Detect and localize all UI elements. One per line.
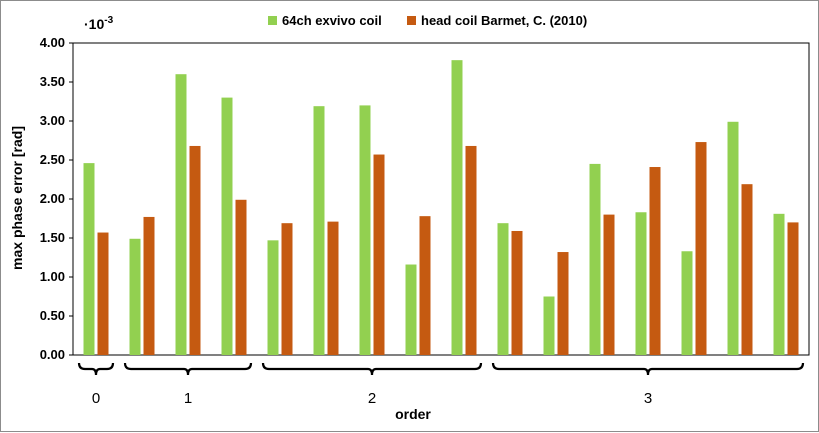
- y-tick-label: 2.00: [40, 191, 65, 206]
- bar-head-coil: [511, 230, 523, 355]
- group-label: 3: [644, 390, 652, 407]
- group-brace: [491, 362, 805, 376]
- bar-exvivo: [175, 74, 187, 355]
- bar-exvivo: [83, 163, 95, 355]
- y-tick-label: 0.00: [40, 347, 65, 362]
- bar-exvivo: [451, 60, 463, 355]
- y-tick-label: 4.00: [40, 35, 65, 50]
- group-brace: [261, 362, 483, 376]
- y-axis-title: max phase error [rad]: [9, 126, 25, 270]
- group-brace: [77, 362, 115, 376]
- bar-head-coil: [373, 154, 385, 355]
- y-tick-label: 3.00: [40, 113, 65, 128]
- bar-exvivo: [313, 106, 325, 356]
- bar-head-coil: [327, 221, 339, 355]
- bar-exvivo: [497, 223, 509, 355]
- legend-label-head-coil: head coil Barmet, C. (2010): [421, 13, 587, 28]
- bar-exvivo: [589, 163, 601, 355]
- group-label: 1: [184, 390, 192, 407]
- bar-exvivo: [129, 238, 141, 355]
- bar-head-coil: [603, 214, 615, 355]
- group-brace: [123, 362, 253, 376]
- y-tick-label: 2.50: [40, 152, 65, 167]
- bar-exvivo: [727, 121, 739, 355]
- bar-head-coil: [557, 252, 569, 355]
- bar-exvivo: [221, 97, 233, 355]
- legend-swatch-64ch: [268, 16, 277, 25]
- bar-exvivo: [359, 105, 371, 356]
- bar-head-coil: [189, 145, 201, 355]
- bar-exvivo: [635, 212, 647, 355]
- y-tick-label: 0.50: [40, 308, 65, 323]
- x-axis-title: order: [395, 406, 431, 422]
- group-label: 2: [368, 390, 376, 407]
- bar-head-coil: [235, 199, 247, 355]
- group-label: 0: [92, 390, 100, 407]
- bar-exvivo: [405, 264, 417, 355]
- y-tick-label: 3.50: [40, 74, 65, 89]
- y-tick-label: 1.50: [40, 230, 65, 245]
- bar-head-coil: [741, 184, 753, 355]
- bar-head-coil: [649, 167, 661, 355]
- bar-head-coil: [143, 216, 155, 355]
- bar-head-coil: [695, 142, 707, 355]
- y-axis-multiplier: ·10-3: [84, 15, 114, 32]
- bar-exvivo: [543, 296, 555, 355]
- legend-label-64ch: 64ch exvivo coil: [282, 13, 382, 28]
- bar-exvivo: [267, 240, 279, 355]
- legend: 64ch exvivo coil head coil Barmet, C. (2…: [268, 13, 587, 28]
- bar-exvivo: [773, 213, 785, 355]
- y-tick-label: 1.00: [40, 269, 65, 284]
- bar-head-coil: [787, 222, 799, 355]
- bar-head-coil: [465, 145, 477, 355]
- legend-swatch-head-coil: [407, 16, 416, 25]
- bar-exvivo: [681, 251, 693, 355]
- bar-head-coil: [281, 223, 293, 355]
- bar-head-coil: [97, 232, 109, 355]
- bar-head-coil: [419, 216, 431, 355]
